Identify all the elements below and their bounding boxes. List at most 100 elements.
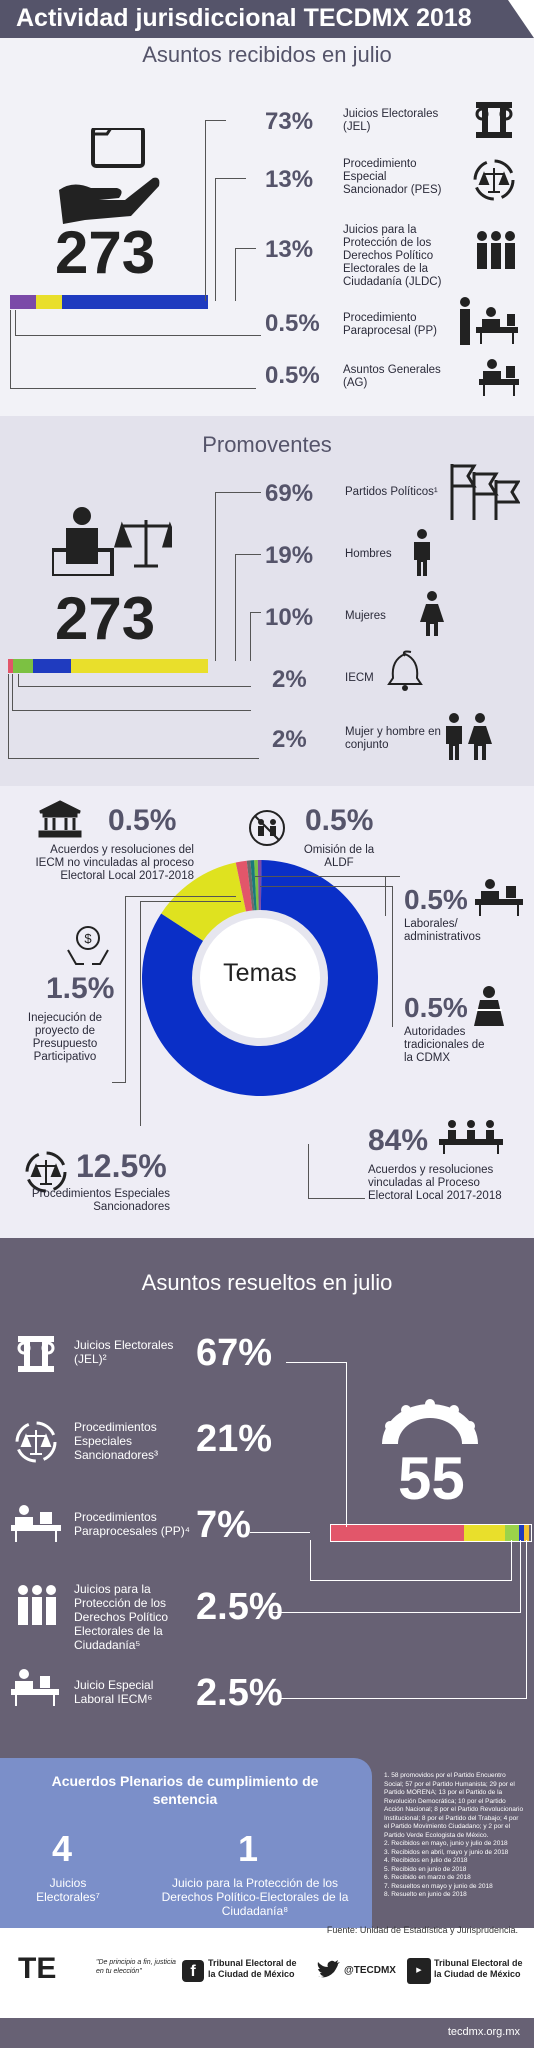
pct-mujer-hombre: 2% (272, 726, 307, 753)
section-plenarios: Acuerdos Plenarios de cumplimiento de se… (0, 1758, 534, 1938)
pct-res-jel: 67% (196, 1332, 273, 1374)
round-table-icon (382, 1399, 478, 1444)
section-title: Promoventes (202, 432, 332, 457)
scales-cycle-icon (15, 1421, 57, 1463)
connector-line (10, 310, 256, 389)
column-icon (475, 102, 513, 138)
label-tema-aldf: Omisión de la ALDF (303, 844, 375, 869)
source-text: Fuente: Unidad de Estadística y Jurispru… (326, 1925, 518, 1935)
desk-worker-icon (11, 1669, 59, 1706)
pct-res-laboral: 2.5% (196, 1672, 283, 1714)
scales-cycle-icon (473, 159, 515, 201)
institution-building-icon (38, 800, 82, 838)
connector-line (215, 178, 246, 301)
total-resueltos: 55 (398, 1445, 465, 1512)
label-jldc: Juicios para la Protección de los Derech… (343, 224, 442, 288)
pct-res-pes: 21% (196, 1418, 273, 1460)
man-icon (414, 529, 430, 576)
title-bar: Actividad jurisdiccional TECDMX 2018 (0, 0, 534, 38)
scales-cycle-icon (25, 1151, 67, 1193)
site-url[interactable]: tecdmx.org.mx (447, 2026, 520, 2038)
donut-center-label: Temas (223, 959, 297, 987)
woman-icon (420, 591, 444, 636)
label-ag: Asuntos Generales (AG) (343, 364, 441, 389)
column-icon (17, 1336, 55, 1372)
footnote: 5. Recibido en junio de 2018 (384, 1865, 467, 1873)
label-mujeres: Mujeres (345, 610, 386, 622)
iecm-bell-icon (387, 650, 423, 691)
pct-tema-autoridades: 0.5% (404, 992, 468, 1023)
plenarios-title: Acuerdos Plenarios de cumplimiento de se… (51, 1773, 319, 1807)
donut-slice (254, 860, 259, 913)
corner-fold (508, 0, 534, 38)
bar-segment-mujeres (13, 659, 33, 673)
connector-line (140, 901, 241, 1126)
youtube-link[interactable]: Tribunal Electoral de la Ciudad de Méxic… (434, 1958, 523, 1979)
footnotes: 1. 58 promovidos por el Partido Encuentr… (384, 1772, 524, 1900)
youtube-icon[interactable]: ▶ (407, 1958, 431, 1984)
section-title: Asuntos resueltos en julio (141, 1270, 393, 1295)
url-bar (0, 2018, 534, 2048)
total-recibidos: 273 (55, 219, 156, 286)
pct-tema-pes: 12.5% (76, 1148, 167, 1184)
twitter-icon[interactable] (316, 1960, 340, 1982)
facebook-link[interactable]: Tribunal Electoral de la Ciudad de Méxic… (208, 1958, 297, 1979)
pct-tema-presupuesto: 1.5% (46, 972, 115, 1005)
section-recibidos: Asuntos recibidos en julio 273 73% Juici… (0, 38, 534, 416)
footnote: 8. Resuelto en junio de 2018 (384, 1891, 467, 1898)
man-woman-icon (446, 713, 492, 760)
omission-people-icon (249, 810, 285, 846)
connector-line (215, 492, 261, 661)
section-resueltos: Asuntos resueltos en julio Juicios Elect… (0, 1238, 534, 1758)
label-tema-autoridades: Autoridades tradicionales de la CDMX (404, 1026, 485, 1064)
bar-segment-pes (36, 295, 62, 309)
connector-line (235, 554, 261, 661)
connector-line (125, 896, 236, 1083)
section-title: Asuntos recibidos en julio (142, 42, 392, 67)
facebook-icon[interactable]: f (182, 1960, 204, 1982)
footer: TE "De principio a fin, justicia en tu e… (0, 1938, 534, 2048)
twitter-link[interactable]: @TECDMX (344, 1965, 396, 1976)
connector-line (15, 310, 261, 336)
bar-segment (524, 1525, 529, 1541)
money-hands-icon: $ (67, 926, 109, 965)
bar-segment (463, 1525, 506, 1541)
pct-partidos: 69% (265, 480, 314, 507)
pct-tema-iecm-no-vinc: 0.5% (108, 804, 177, 837)
footnote: 2. Recibidos en mayo, junio y julio de 2… (384, 1840, 508, 1847)
page-title: Actividad jurisdiccional TECDMX 2018 (16, 4, 472, 32)
label-mujer-hombre: Mujer y hombre en conjunto (345, 726, 441, 751)
bar-segment-jel (62, 295, 208, 309)
meeting-table-icon (439, 1120, 503, 1154)
connector-line (235, 248, 256, 301)
folder-hand-icon (59, 128, 160, 224)
connector-line (310, 1540, 512, 1581)
pct-tema-proceso-electoral: 84% (368, 1124, 429, 1157)
label-pes: Procedimiento Especial Sancionador (PES) (343, 158, 442, 196)
stacked-bar-resueltos (330, 1524, 532, 1542)
connector-line (12, 674, 251, 711)
connector-line (250, 612, 261, 661)
total-promoventes: 273 (55, 585, 156, 652)
section-promoventes: Promoventes 273 69% Partidos Políticos¹ … (0, 416, 534, 786)
label-tema-proceso-electoral: Acuerdos y resoluciones vinculadas al Pr… (368, 1164, 502, 1202)
connector-line (112, 1082, 125, 1083)
donut-slice (246, 860, 255, 913)
footnote: 6. Recibido en marzo de 2018 (384, 1874, 471, 1881)
label-iecm: IECM (345, 672, 374, 684)
temas-donut-chart (141, 860, 378, 1096)
pct-pes: 13% (265, 166, 314, 193)
bar-segment-iecm (8, 659, 13, 673)
bar-segment-partidos (71, 659, 208, 673)
label-res-jldc: Juicios para la Protección de los Derech… (74, 1582, 169, 1652)
label-pp: Procedimiento Paraprocesal (PP) (343, 312, 437, 337)
pct-iecm: 2% (272, 666, 307, 693)
pct-jldc: 13% (265, 236, 314, 263)
label-tema-iecm-no-vinc: Acuerdos y resoluciones del IECM no vinc… (35, 844, 194, 882)
label-tema-laborales: Laborales/ administrativos (404, 918, 481, 943)
label-partidos: Partidos Políticos¹ (345, 486, 438, 498)
donut-slice (141, 860, 378, 1096)
connector-line (286, 1362, 347, 1527)
pct-tema-aldf: 0.5% (305, 804, 374, 837)
pct-res-jldc: 2.5% (196, 1586, 283, 1628)
